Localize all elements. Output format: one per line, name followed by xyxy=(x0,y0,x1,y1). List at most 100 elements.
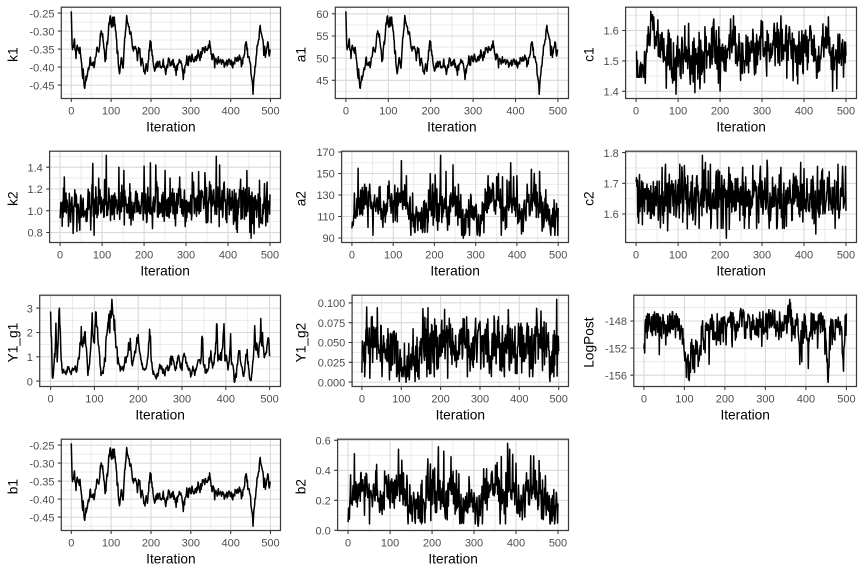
svg-text:300: 300 xyxy=(182,106,200,118)
svg-text:100: 100 xyxy=(669,250,687,262)
svg-text:-0.25: -0.25 xyxy=(29,440,54,452)
svg-text:100: 100 xyxy=(93,250,111,262)
svg-text:300: 300 xyxy=(177,250,195,262)
svg-text:-0.40: -0.40 xyxy=(29,62,54,74)
svg-text:100: 100 xyxy=(85,394,103,406)
svg-text:Iteration: Iteration xyxy=(716,264,765,279)
svg-text:100: 100 xyxy=(102,538,120,550)
svg-text:90: 90 xyxy=(323,233,335,245)
svg-text:-156: -156 xyxy=(605,370,627,382)
svg-text:200: 200 xyxy=(135,250,153,262)
svg-text:Y1_g1: Y1_g1 xyxy=(5,323,20,363)
svg-text:400: 400 xyxy=(506,106,524,118)
svg-text:-0.45: -0.45 xyxy=(29,80,54,92)
svg-text:Iteration: Iteration xyxy=(716,120,765,135)
svg-text:c1: c1 xyxy=(581,47,596,61)
svg-text:500: 500 xyxy=(837,394,855,406)
svg-text:0: 0 xyxy=(359,394,365,406)
svg-text:0.100: 0.100 xyxy=(318,298,346,310)
svg-text:200: 200 xyxy=(142,106,160,118)
svg-text:0.2: 0.2 xyxy=(316,496,331,508)
svg-text:100: 100 xyxy=(669,106,687,118)
svg-text:200: 200 xyxy=(423,538,441,550)
svg-text:a2: a2 xyxy=(293,191,308,206)
svg-text:200: 200 xyxy=(422,106,440,118)
svg-text:200: 200 xyxy=(716,394,734,406)
svg-text:500: 500 xyxy=(549,250,567,262)
svg-text:300: 300 xyxy=(753,250,771,262)
svg-text:400: 400 xyxy=(510,394,528,406)
svg-text:0: 0 xyxy=(349,250,355,262)
svg-text:Iteration: Iteration xyxy=(135,408,184,423)
svg-text:500: 500 xyxy=(549,538,567,550)
svg-text:100: 100 xyxy=(102,106,120,118)
svg-text:60: 60 xyxy=(316,9,328,21)
svg-text:200: 200 xyxy=(431,394,449,406)
svg-text:100: 100 xyxy=(384,250,402,262)
svg-text:500: 500 xyxy=(261,106,279,118)
svg-text:LogPost: LogPost xyxy=(581,317,596,367)
svg-text:0: 0 xyxy=(57,250,63,262)
svg-text:0.075: 0.075 xyxy=(318,318,346,330)
svg-text:-0.40: -0.40 xyxy=(29,494,54,506)
svg-text:100: 100 xyxy=(392,394,410,406)
svg-text:130: 130 xyxy=(316,190,334,202)
svg-text:200: 200 xyxy=(129,394,147,406)
svg-text:45: 45 xyxy=(316,76,328,88)
svg-text:300: 300 xyxy=(173,394,191,406)
svg-text:1.8: 1.8 xyxy=(604,148,619,160)
svg-text:-148: -148 xyxy=(605,316,627,328)
svg-text:100: 100 xyxy=(379,106,397,118)
svg-text:400: 400 xyxy=(795,106,813,118)
svg-text:500: 500 xyxy=(261,250,279,262)
svg-text:200: 200 xyxy=(711,106,729,118)
svg-text:Y1_g2: Y1_g2 xyxy=(293,323,308,363)
svg-text:200: 200 xyxy=(142,538,160,550)
svg-text:300: 300 xyxy=(182,538,200,550)
svg-text:-152: -152 xyxy=(605,343,627,355)
svg-text:0: 0 xyxy=(641,394,647,406)
svg-text:500: 500 xyxy=(260,394,278,406)
svg-text:-0.35: -0.35 xyxy=(29,44,54,56)
svg-text:300: 300 xyxy=(753,106,771,118)
svg-text:b1: b1 xyxy=(5,479,20,494)
svg-text:a1: a1 xyxy=(293,47,308,62)
svg-text:100: 100 xyxy=(381,538,399,550)
svg-text:Iteration: Iteration xyxy=(140,264,189,279)
svg-text:500: 500 xyxy=(261,538,279,550)
svg-text:500: 500 xyxy=(837,250,855,262)
svg-text:1.4: 1.4 xyxy=(28,162,43,174)
svg-text:-0.25: -0.25 xyxy=(29,8,54,20)
svg-text:Iteration: Iteration xyxy=(436,408,485,423)
svg-text:Iteration: Iteration xyxy=(428,552,477,567)
svg-text:300: 300 xyxy=(471,394,489,406)
svg-text:300: 300 xyxy=(465,538,483,550)
svg-text:300: 300 xyxy=(467,250,485,262)
svg-text:400: 400 xyxy=(217,394,235,406)
svg-text:400: 400 xyxy=(795,250,813,262)
svg-text:Iteration: Iteration xyxy=(430,264,479,279)
svg-text:200: 200 xyxy=(425,250,443,262)
svg-text:0.4: 0.4 xyxy=(316,466,331,478)
svg-text:1.7: 1.7 xyxy=(604,179,619,191)
svg-text:400: 400 xyxy=(507,538,525,550)
svg-text:Iteration: Iteration xyxy=(146,120,195,135)
svg-text:500: 500 xyxy=(550,394,568,406)
svg-text:0: 0 xyxy=(68,538,74,550)
svg-text:200: 200 xyxy=(711,250,729,262)
svg-text:55: 55 xyxy=(316,31,328,43)
svg-text:Iteration: Iteration xyxy=(146,552,195,567)
svg-text:400: 400 xyxy=(508,250,526,262)
svg-text:k2: k2 xyxy=(5,191,20,205)
svg-text:0: 0 xyxy=(27,376,33,388)
svg-text:400: 400 xyxy=(797,394,815,406)
svg-text:400: 400 xyxy=(222,538,240,550)
svg-text:c2: c2 xyxy=(581,191,596,205)
svg-text:0: 0 xyxy=(48,394,54,406)
svg-text:Iteration: Iteration xyxy=(720,408,769,423)
svg-text:0.6: 0.6 xyxy=(316,436,331,448)
svg-text:Iteration: Iteration xyxy=(427,120,476,135)
svg-text:300: 300 xyxy=(756,394,774,406)
svg-text:1.6: 1.6 xyxy=(604,209,619,221)
svg-text:1.5: 1.5 xyxy=(604,56,619,68)
